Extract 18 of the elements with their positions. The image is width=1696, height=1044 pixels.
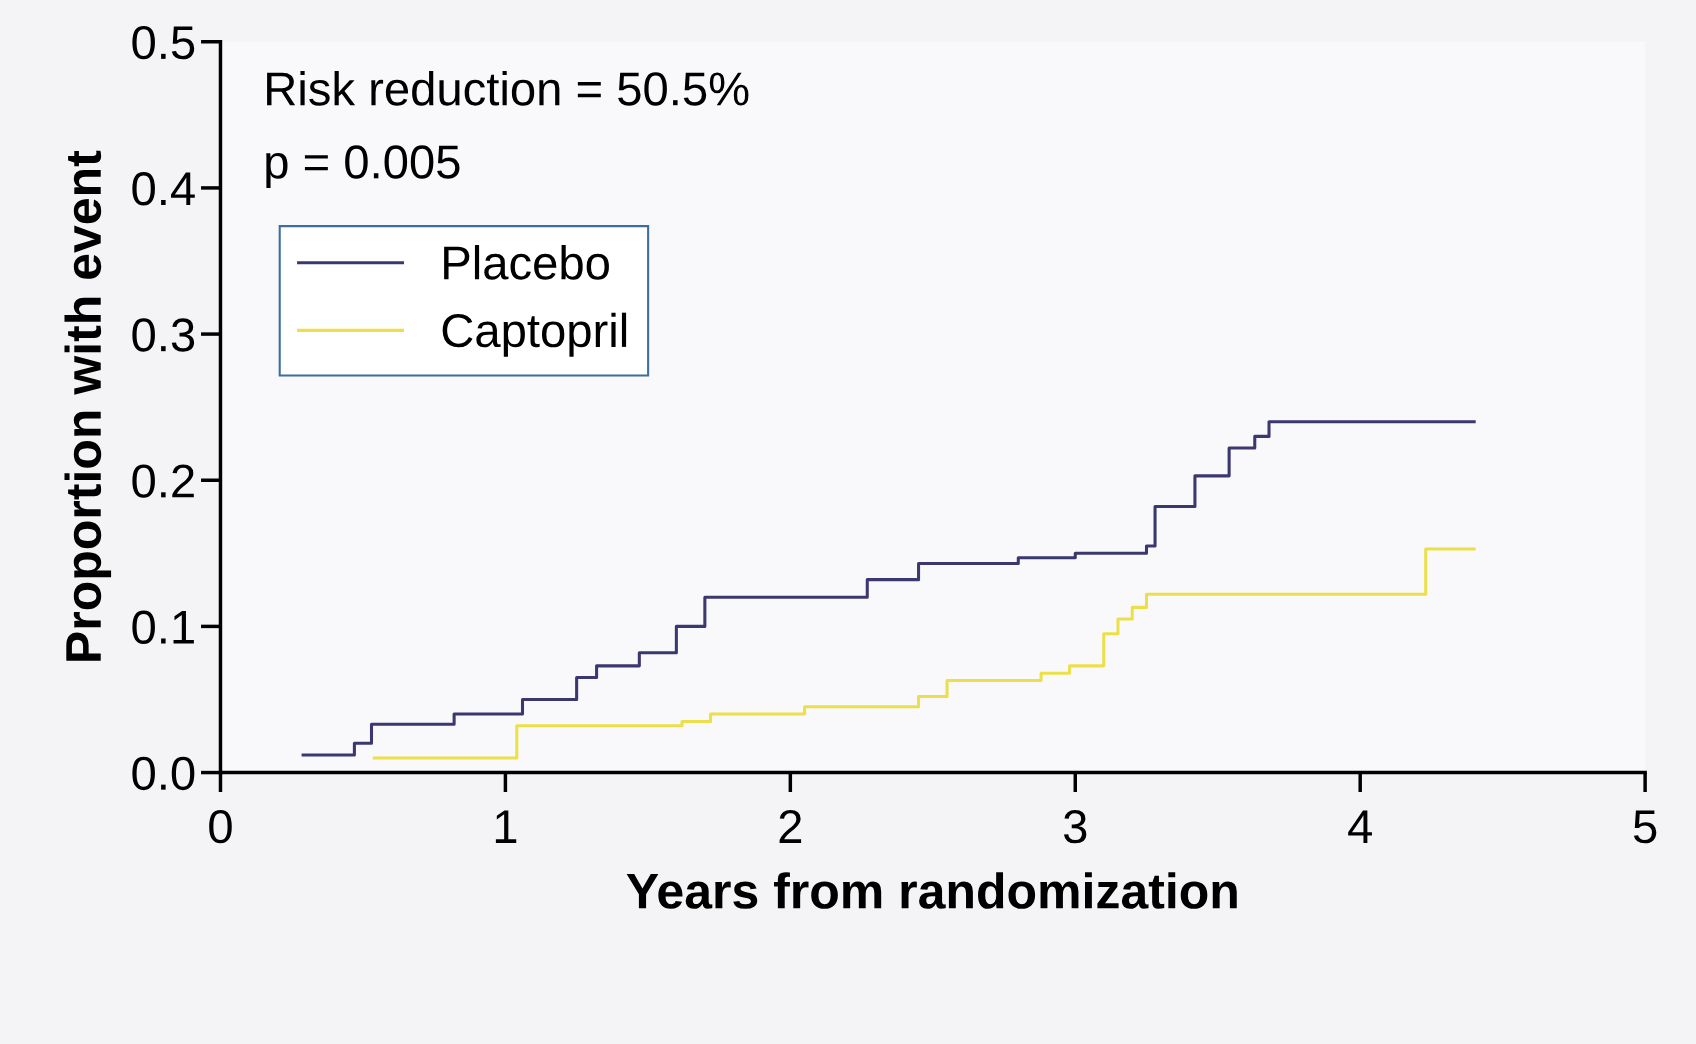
y-axis-title: Proportion with event [64, 150, 112, 661]
y-tick-label: 0.1 [132, 610, 194, 644]
x-axis-title: Years from randomization [626, 872, 1237, 909]
y-tick-label: 0.4 [132, 172, 195, 206]
x-tick-label: 5 [1633, 810, 1657, 844]
x-tick-label: 0 [209, 809, 232, 844]
x-tick-label: 3 [1063, 809, 1087, 844]
y-tick-label: 0.0 [132, 756, 195, 791]
y-tick-label: 0.3 [132, 318, 195, 352]
legend-label: Captopril [442, 312, 627, 357]
y-tick-label: 0.5 [132, 25, 195, 60]
y-tick-label: 0.2 [132, 464, 194, 498]
x-tick-label: 2 [779, 809, 802, 843]
legend-label: Placebo [444, 245, 609, 280]
x-tick-label: 4 [1348, 810, 1372, 843]
annotation: Risk reduction = 50.5% [267, 70, 749, 106]
annotation: p = 0.005 [266, 145, 460, 189]
x-tick-label: 1 [495, 810, 517, 843]
